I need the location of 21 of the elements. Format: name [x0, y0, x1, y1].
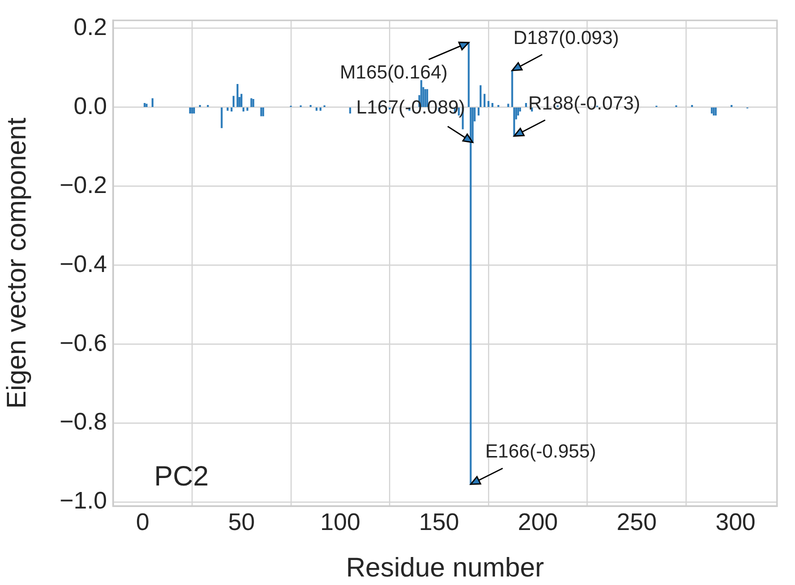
y-tick-label: −0.2	[60, 172, 107, 199]
annotation: D187(0.093)	[513, 28, 620, 49]
annotation: PC2	[154, 460, 209, 492]
y-tick-label: −0.8	[60, 408, 107, 436]
x-tick-label: 300	[715, 509, 756, 536]
annotation: R188(-0.073)	[528, 93, 640, 114]
x-tick-label: 100	[320, 509, 360, 536]
x-tick-label: 50	[228, 509, 255, 536]
y-tick-label: −1.0	[60, 488, 107, 515]
x-tick-label: 250	[616, 509, 657, 536]
y-tick-label: −0.4	[60, 250, 107, 278]
y-tick-label: −0.6	[60, 330, 107, 357]
y-tick-label: 0.0	[74, 92, 107, 120]
annotation: E166(-0.955)	[485, 442, 596, 463]
x-tick-label: 200	[518, 509, 558, 536]
x-tick-label: 150	[419, 509, 460, 536]
y-tick-label: 0.2	[74, 14, 107, 41]
x-tick-label: 0	[136, 509, 150, 536]
x-axis-title: Residue number	[346, 552, 544, 582]
y-axis-title: Eigen vector component	[2, 117, 32, 409]
annotation: M165(0.164)	[340, 62, 448, 84]
